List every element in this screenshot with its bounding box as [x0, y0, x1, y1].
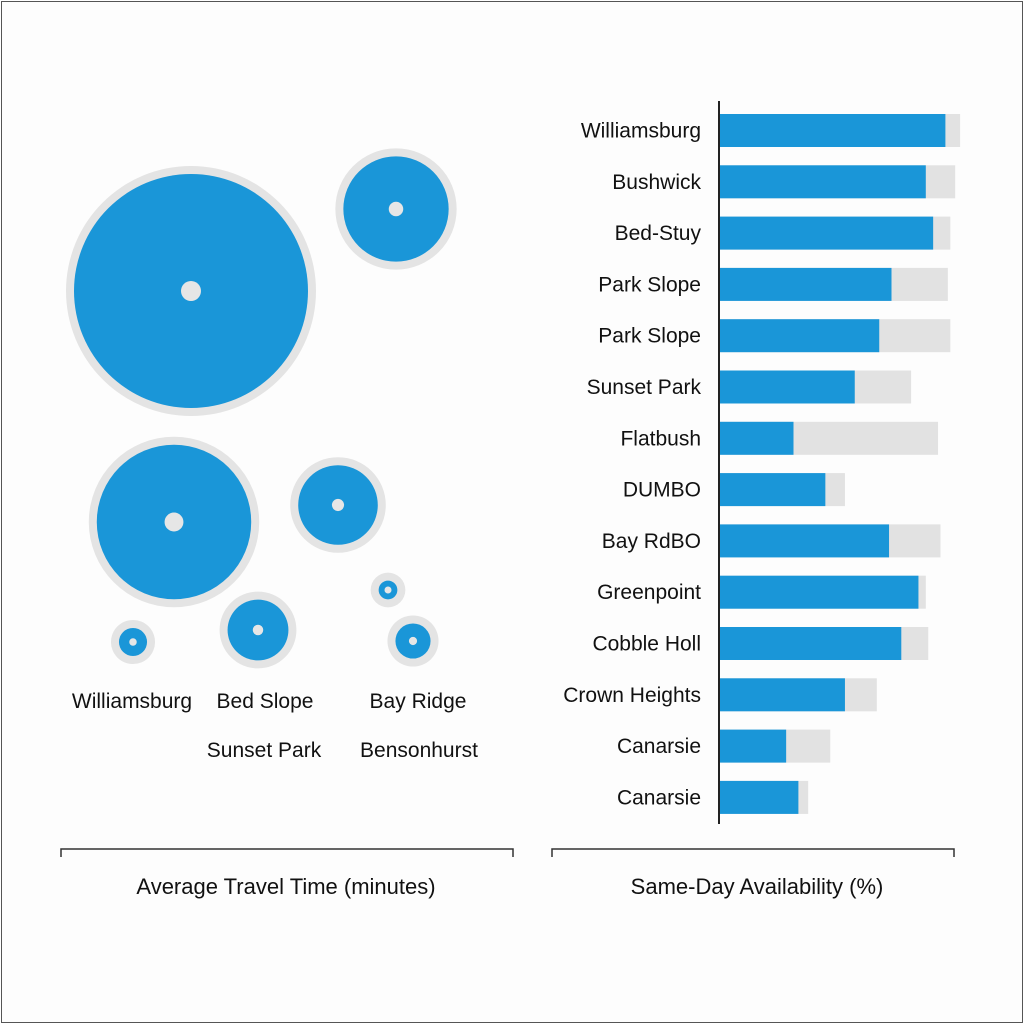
- bubble-center-dot: [331, 498, 345, 512]
- bubble: [219, 591, 297, 669]
- bar-value: [720, 627, 902, 660]
- bubble: [110, 619, 156, 665]
- bar-category-label: Greenpoint: [597, 581, 701, 604]
- bar-row: Canarsie: [617, 729, 831, 763]
- bar-value: [720, 114, 946, 147]
- bar-category-label: Cobble Holl: [592, 633, 701, 656]
- bubble-center-dot: [164, 512, 184, 532]
- bubble-center-dot: [384, 586, 392, 594]
- bar-value: [720, 216, 934, 250]
- left-axis-bracket: [60, 848, 514, 857]
- bar-row: Crown Heights: [563, 678, 877, 712]
- bar-row: Williamsburg: [581, 114, 961, 147]
- bar-value: [720, 370, 855, 404]
- bar-category-label: DUMBO: [623, 479, 701, 502]
- bubble: [335, 148, 457, 270]
- bar-category-label: Park Slope: [598, 273, 701, 296]
- bubble-center-dot: [388, 201, 404, 217]
- bubble-center-dot: [252, 624, 264, 636]
- bar-category-label: Crown Heights: [563, 684, 701, 707]
- bar-row: DUMBO: [623, 473, 845, 507]
- bar-row: Flatbush: [620, 421, 939, 455]
- bubble-chart: [66, 148, 457, 669]
- bubble-label: Bay Ridge: [370, 690, 467, 713]
- left-axis-title: Average Travel Time (minutes): [136, 874, 435, 899]
- bar-row: Cobble Holl: [592, 627, 929, 660]
- bar-row: Park Slope: [598, 267, 948, 301]
- right-axis-bracket: [551, 848, 955, 857]
- bar-value: [720, 165, 926, 199]
- bar-category-label: Bushwick: [612, 171, 701, 194]
- bar-row: Canarsie: [617, 780, 809, 814]
- bar-value: [720, 780, 799, 814]
- bar-category-label: Canarsie: [617, 786, 701, 809]
- bubble-center-dot: [408, 636, 418, 646]
- bar-row: Bushwick: [612, 165, 956, 199]
- bar-category-label: Sunset Park: [587, 376, 702, 399]
- bar-row: Bed-Stuy: [615, 216, 951, 250]
- bar-category-label: Bed-Stuy: [615, 222, 702, 245]
- bar-value: [720, 267, 892, 301]
- bubble-center-dot: [181, 281, 201, 301]
- bar-value: [720, 678, 845, 712]
- bubble-labels: Williamsburg Bed Slope Bay Ridge Sunset Par…: [72, 690, 478, 762]
- bubble-label: Bed Slope: [217, 690, 314, 713]
- bubble-label: Williamsburg: [72, 690, 192, 713]
- bar-category-label: Bay RdBO: [602, 530, 701, 553]
- bubble-center-dot: [129, 638, 137, 646]
- bubble-label: Bensonhurst: [360, 739, 478, 762]
- bar-value: [720, 575, 919, 609]
- bubble-label: Sunset Park: [207, 739, 322, 762]
- bubble: [370, 572, 406, 608]
- bar-category-label: Flatbush: [620, 427, 701, 450]
- bar-category-label: Canarsie: [617, 735, 701, 758]
- bar-category-label: Williamsburg: [581, 120, 701, 143]
- bubble: [66, 166, 316, 416]
- bar-value: [720, 524, 890, 558]
- bar-value: [720, 729, 787, 763]
- bubble: [290, 457, 386, 553]
- bar-value: [720, 473, 826, 507]
- right-axis-title: Same-Day Availability (%): [631, 874, 884, 899]
- bar-value: [720, 421, 794, 455]
- bubble: [387, 615, 439, 667]
- bubble: [88, 436, 260, 608]
- bar-category-label: Park Slope: [598, 325, 701, 348]
- bar-value: [720, 319, 880, 353]
- bar-row: Sunset Park: [587, 370, 912, 404]
- bar-row: Bay RdBO: [602, 524, 941, 558]
- bar-row: Park Slope: [598, 319, 951, 353]
- bar-row: Greenpoint: [597, 575, 926, 609]
- bar-chart: Williamsburg Bushwick Bed-Stuy Park Slope Pa…: [563, 114, 961, 814]
